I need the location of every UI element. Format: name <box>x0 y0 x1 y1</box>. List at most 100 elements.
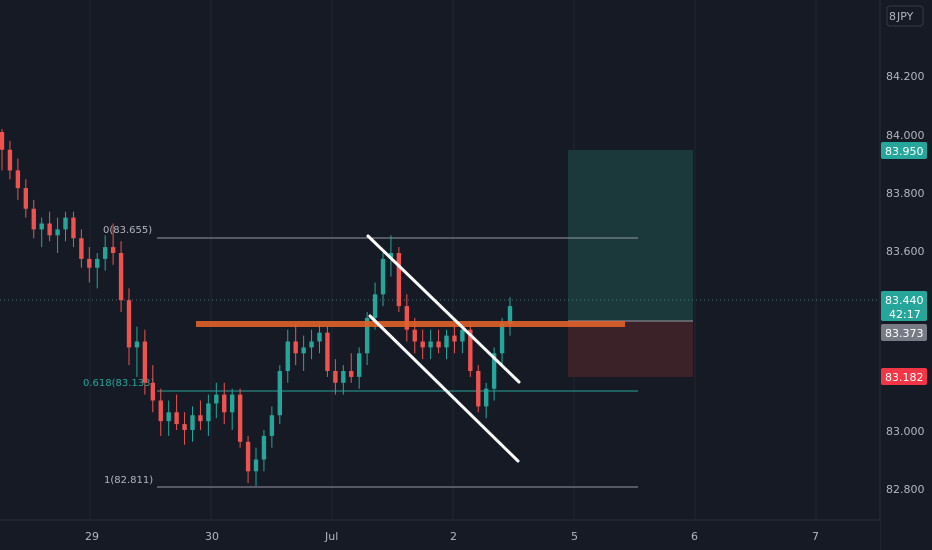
position-loss-zone[interactable] <box>568 321 693 377</box>
candle-body <box>206 403 211 422</box>
candle-body <box>325 332 330 371</box>
x-tick-label: 5 <box>571 530 578 543</box>
candle-body <box>507 306 513 324</box>
candle-body <box>380 258 386 295</box>
candle-body <box>7 149 13 171</box>
currency-label: JPY <box>896 10 914 23</box>
x-tick-label: 29 <box>85 530 99 543</box>
candle-body <box>285 341 290 371</box>
candle-body <box>15 170 21 189</box>
candles <box>0 129 513 487</box>
candle-body <box>317 332 322 342</box>
candle-body <box>428 341 433 348</box>
candle-body <box>388 253 394 259</box>
candle-body <box>23 188 28 209</box>
current-price-text: 83.440 <box>885 294 924 307</box>
candle-body <box>341 371 346 383</box>
candle-body <box>499 323 505 354</box>
time-axis[interactable] <box>0 520 880 550</box>
candle-body <box>55 229 60 236</box>
candle-body <box>39 223 44 230</box>
channel-lower-line[interactable] <box>368 314 520 463</box>
candle-body <box>87 258 92 268</box>
candle-body <box>118 253 124 301</box>
fib-label-1: 1(82.811) <box>104 475 153 486</box>
candle-body <box>63 217 68 230</box>
candle-body <box>198 415 203 422</box>
candle-body <box>110 247 116 253</box>
candle-body <box>404 306 409 330</box>
fib-label-0618: 0.618(83.133) <box>83 378 155 389</box>
target-price-badge <box>881 142 927 159</box>
y-tick-label: 83.800 <box>886 187 925 200</box>
current-price-badge <box>881 291 927 321</box>
candle-body <box>420 341 425 348</box>
candle-body <box>126 300 132 348</box>
candle-body <box>71 217 76 239</box>
entry-price-badge <box>881 324 927 341</box>
stop-price-text: 83.182 <box>885 371 924 384</box>
candle-body <box>444 335 449 348</box>
y-tick-label: 84.000 <box>886 129 925 142</box>
candle-body <box>460 329 465 342</box>
x-tick-label: 2 <box>450 530 457 543</box>
candle-body <box>357 353 362 377</box>
candle-body <box>150 382 155 401</box>
candle-body <box>484 388 489 407</box>
candle-body <box>476 371 481 407</box>
candle-body <box>309 341 314 348</box>
candle-body <box>31 208 36 230</box>
candle-body <box>468 329 473 371</box>
candle-body <box>79 238 84 259</box>
candle-body <box>277 371 282 416</box>
candle-body <box>333 371 338 383</box>
fib-label-0: 0(83.655) <box>103 225 152 236</box>
x-tick-label: 30 <box>205 530 219 543</box>
candle-body <box>491 353 497 389</box>
candle-body <box>103 247 108 259</box>
y-tick-label: 82.800 <box>886 483 925 496</box>
candle-body <box>142 341 148 383</box>
price-axis[interactable] <box>880 0 932 550</box>
candle-body <box>301 347 306 354</box>
candle-body <box>0 132 5 150</box>
candle-body <box>182 424 187 430</box>
candle-body <box>364 317 370 354</box>
stop-price-badge <box>881 368 927 385</box>
candle-body <box>269 415 275 436</box>
candle-body <box>245 441 251 472</box>
currency-prefix: 8 <box>889 10 896 23</box>
candle-body <box>436 341 441 348</box>
candle-body <box>253 459 259 472</box>
entry-price-text: 83.373 <box>885 327 924 340</box>
candle-body <box>47 223 52 236</box>
candle-body <box>134 341 140 348</box>
x-tick-label: Jul <box>324 530 338 543</box>
y-tick-label: 83.600 <box>886 245 925 258</box>
candle-body <box>452 335 457 342</box>
candle-body <box>158 400 163 422</box>
position-profit-zone[interactable] <box>568 150 693 321</box>
candle-body <box>237 394 243 442</box>
candle-body <box>293 341 298 354</box>
candle-body <box>230 394 235 413</box>
candle-body <box>372 294 378 318</box>
countdown-text: 42:17 <box>889 308 921 321</box>
target-price-text: 83.950 <box>885 145 924 158</box>
candle-body <box>166 412 171 422</box>
currency-box[interactable] <box>886 5 924 27</box>
x-tick-label: 6 <box>691 530 698 543</box>
candle-body <box>412 329 417 342</box>
candle-body <box>261 435 267 460</box>
candle-body <box>190 415 195 430</box>
candle-body <box>396 253 402 307</box>
y-tick-label: 83.000 <box>886 425 925 438</box>
channel-upper-line[interactable] <box>366 234 521 384</box>
candle-body <box>222 394 227 413</box>
y-tick-label: 84.200 <box>886 70 925 83</box>
candle-body <box>95 258 100 268</box>
candle-body <box>214 394 219 404</box>
x-tick-label: 7 <box>812 530 819 543</box>
